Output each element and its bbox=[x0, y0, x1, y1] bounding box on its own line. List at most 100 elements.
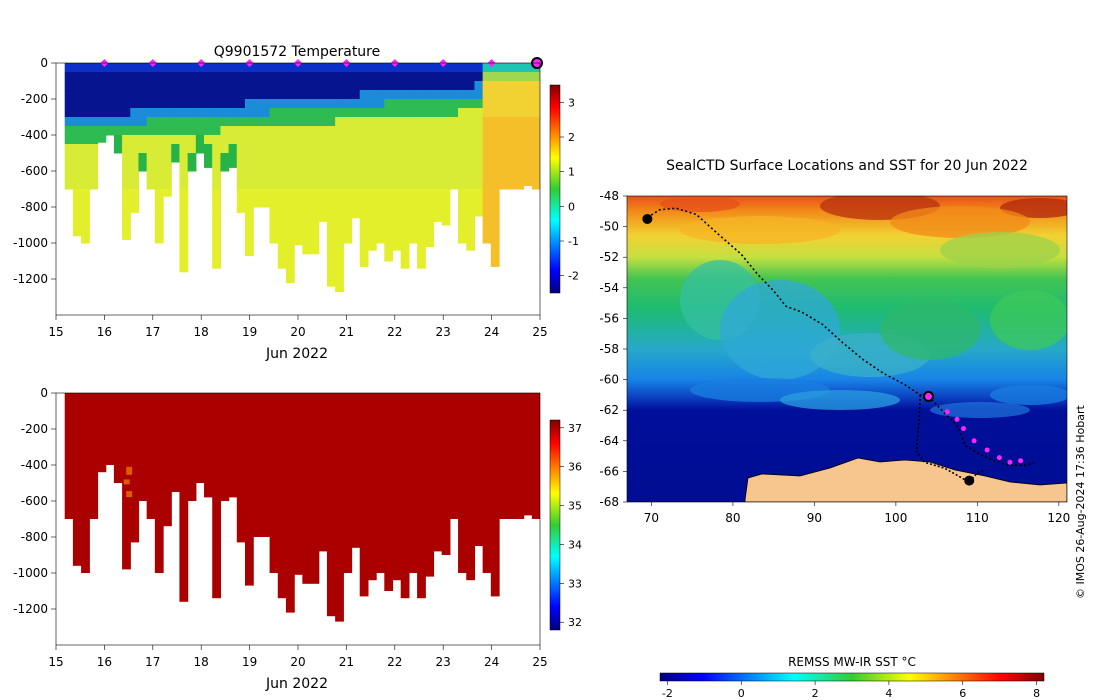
temperature-cell bbox=[179, 126, 189, 136]
salinity-profile bbox=[81, 393, 90, 573]
temperature-cell bbox=[458, 135, 467, 145]
temperature-cell bbox=[212, 63, 222, 73]
temperature-cell bbox=[343, 99, 353, 109]
salinity-profile bbox=[277, 393, 287, 599]
temperature-cell bbox=[417, 216, 426, 226]
temperature-cell bbox=[326, 261, 336, 271]
temperature-cell bbox=[367, 63, 377, 73]
temperature-cell bbox=[507, 90, 517, 100]
temperature-cell bbox=[97, 99, 107, 109]
recent-locations bbox=[922, 390, 1024, 465]
temperature-cell bbox=[466, 171, 476, 181]
temperature-cell bbox=[285, 117, 295, 127]
temperature-cell bbox=[474, 180, 484, 190]
temperature-cell bbox=[72, 117, 82, 127]
temperature-cell bbox=[261, 153, 271, 163]
temperature-cell bbox=[384, 126, 394, 136]
temperature-cell bbox=[204, 99, 213, 109]
temperature-cell bbox=[482, 126, 492, 136]
temperature-cell bbox=[163, 108, 172, 118]
salinity-profile bbox=[138, 393, 148, 501]
temperature-cell bbox=[408, 234, 418, 244]
temperature-cell bbox=[490, 171, 500, 181]
temperature-cell bbox=[294, 243, 303, 246]
temperature-cell bbox=[433, 180, 443, 190]
temperature-cell bbox=[523, 180, 533, 186]
temperature-cell bbox=[310, 216, 320, 226]
temperature-cell bbox=[376, 117, 385, 127]
temperature-cell bbox=[244, 117, 254, 127]
recent-location-dot bbox=[984, 447, 990, 453]
temperature-xtick-label: 22 bbox=[387, 325, 402, 339]
temperature-cell bbox=[285, 72, 295, 82]
temperature-cell bbox=[515, 135, 525, 145]
temperature-cell bbox=[343, 117, 353, 127]
salinity-ytick-label: -200 bbox=[21, 422, 48, 436]
temperature-cell bbox=[531, 117, 540, 127]
salinity-profile bbox=[244, 393, 254, 586]
temperature-cell bbox=[64, 162, 74, 172]
temperature-cell bbox=[105, 126, 115, 136]
temperature-cell bbox=[81, 144, 90, 154]
temperature-cell bbox=[392, 144, 402, 154]
salinity-ytick-label: -800 bbox=[21, 530, 48, 544]
temperature-cell bbox=[113, 99, 123, 109]
temperature-cell bbox=[187, 126, 197, 136]
temperature-cell bbox=[408, 99, 418, 109]
temperature-cell bbox=[171, 144, 181, 154]
temperature-cell bbox=[466, 225, 476, 235]
temperature-cell bbox=[204, 162, 213, 168]
temperature-cell bbox=[277, 180, 287, 190]
temperature-cell bbox=[277, 216, 287, 226]
temperature-cell bbox=[515, 90, 525, 100]
temperature-cell bbox=[138, 126, 148, 136]
temperature-cell bbox=[154, 234, 164, 244]
temperature-cell bbox=[72, 108, 82, 118]
temperature-cell bbox=[417, 72, 426, 82]
salinity-xtick-label: 22 bbox=[387, 655, 402, 669]
temperature-cell bbox=[523, 126, 533, 136]
temperature-cell bbox=[523, 171, 533, 181]
temperature-cell bbox=[507, 162, 517, 172]
temperature-cell bbox=[261, 135, 271, 145]
temperature-cell bbox=[204, 63, 213, 73]
temperature-cell bbox=[105, 117, 115, 127]
temperature-cell bbox=[154, 81, 164, 91]
temperature-cell bbox=[458, 81, 467, 91]
temperature-cell bbox=[310, 81, 320, 91]
temperature-cell bbox=[351, 99, 361, 109]
salinity-profile bbox=[179, 393, 189, 602]
temperature-cell bbox=[335, 126, 344, 136]
temperature-cell bbox=[72, 153, 82, 163]
temperature-cell bbox=[72, 198, 82, 208]
temperature-cell bbox=[236, 99, 246, 109]
temperature-cell bbox=[351, 117, 361, 127]
temperature-cell bbox=[408, 153, 418, 163]
temperature-cell bbox=[343, 180, 353, 190]
temperature-cell bbox=[482, 63, 492, 73]
temperature-cell bbox=[285, 81, 295, 91]
temperature-cell bbox=[425, 90, 435, 100]
temperature-cell bbox=[326, 108, 336, 118]
temperature-cell bbox=[367, 180, 377, 190]
temperature-cell bbox=[269, 90, 279, 100]
temperature-cell bbox=[392, 81, 402, 91]
salinity-profile bbox=[97, 393, 107, 473]
temperature-cell bbox=[335, 234, 344, 244]
temperature-cell bbox=[310, 171, 320, 181]
temperature-cell bbox=[449, 126, 459, 136]
temperature-cell bbox=[187, 81, 197, 91]
temperature-cell bbox=[302, 162, 312, 172]
temperature-cell bbox=[474, 90, 484, 100]
temperature-cell bbox=[482, 180, 492, 190]
temperature-cell bbox=[335, 117, 344, 127]
temperature-cell bbox=[367, 216, 377, 226]
temperature-cell bbox=[269, 189, 279, 199]
temperature-cell bbox=[367, 135, 377, 145]
sst-texture-patch bbox=[990, 385, 1067, 405]
temperature-cell bbox=[490, 126, 500, 136]
temperature-cell bbox=[64, 108, 74, 118]
salinity-profile bbox=[417, 393, 426, 599]
map-ytick-label: -66 bbox=[599, 464, 619, 478]
temperature-cell bbox=[384, 81, 394, 91]
